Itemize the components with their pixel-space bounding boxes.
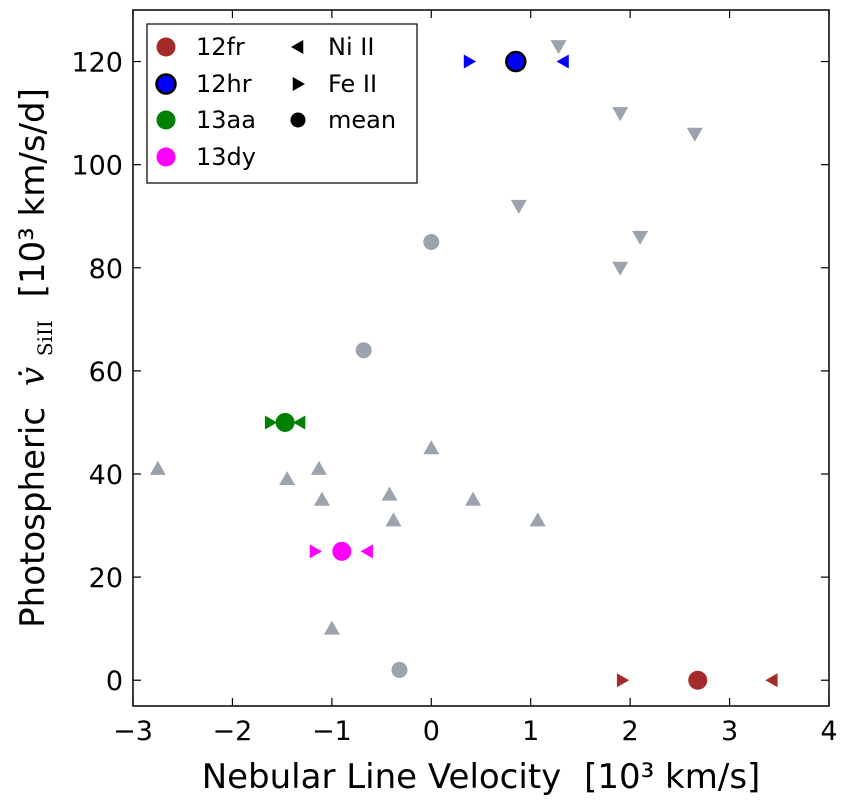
bg-triangle-up-point <box>385 512 402 527</box>
background-points <box>149 40 703 678</box>
legend-marker-13dy <box>156 147 176 167</box>
y-tick-label: 100 <box>71 151 123 182</box>
bg-triangle-down-point <box>510 199 527 214</box>
legend-label: 12hr <box>196 70 252 98</box>
legend-label: 13aa <box>196 106 256 134</box>
bg-circle-point <box>355 342 372 359</box>
y-tick-label: 60 <box>89 357 123 388</box>
y-tick-label: 0 <box>106 666 123 697</box>
series-13aa-fe-ii-point <box>264 415 278 430</box>
legend-label: 13dy <box>196 143 256 171</box>
y-tick-label: 80 <box>89 254 123 285</box>
y-axis-label-unit: [10³ km/s/d] <box>13 88 53 297</box>
bg-triangle-down-point <box>612 261 629 276</box>
y-axis-label-subscript: SiII <box>33 320 57 356</box>
series-12hr-ni-ii-point <box>556 54 569 69</box>
bg-triangle-up-point <box>381 486 398 501</box>
y-tick-label: 20 <box>89 563 123 594</box>
bg-triangle-up-point <box>529 512 546 527</box>
x-axis-label-text: Nebular Line Velocity <box>202 757 562 797</box>
series-13dy-mean-point <box>332 541 352 561</box>
x-axis-label: Nebular Line Velocity [10³ km/s] <box>202 757 761 797</box>
plot-frame <box>132 9 830 707</box>
series-13dy-ni-ii-point <box>360 544 373 559</box>
x-tick-label: 4 <box>820 716 837 747</box>
series-13aa-mean-point <box>275 412 295 432</box>
bg-triangle-up-point <box>323 620 340 635</box>
x-tick-label: −3 <box>113 716 153 747</box>
bg-triangle-up-point <box>313 491 330 506</box>
bg-triangle-down-point <box>612 107 629 122</box>
x-tick-label: 3 <box>721 716 738 747</box>
series-13aa-ni-ii-point <box>293 415 306 430</box>
y-tick-label: 120 <box>71 48 123 79</box>
y-tick-label: 40 <box>89 460 123 491</box>
legend-label: Fe II <box>328 70 377 98</box>
bg-triangle-down-point <box>632 230 649 245</box>
x-tick-label: 0 <box>423 716 440 747</box>
series-13dy-fe-ii-point <box>309 544 322 559</box>
legend: 12fr 12hr 13aa 13dy Ni II Fe II mean <box>146 23 418 184</box>
legend-marker-13aa <box>156 110 176 130</box>
bg-triangle-up-point <box>149 460 166 475</box>
y-axis-label: Photospheric v̇ SiII [10³ km/s/d] <box>13 88 61 628</box>
bg-circle-point <box>391 661 408 678</box>
legend-label: Ni II <box>328 33 374 61</box>
legend-marker-right <box>292 77 305 91</box>
bg-triangle-up-point <box>423 440 440 455</box>
legend-box <box>146 23 418 184</box>
legend-marker-mean <box>290 112 306 128</box>
series-12fr-mean-point <box>688 670 708 690</box>
bg-triangle-up-point <box>279 471 296 486</box>
x-tick-label: 2 <box>622 716 639 747</box>
x-tick-label: −2 <box>213 716 253 747</box>
x-axis-label-unit: [10³ km/s] <box>584 757 760 797</box>
legend-marker-12fr <box>156 37 176 57</box>
legend-marker-left <box>291 40 304 54</box>
bg-triangle-up-point <box>465 491 482 506</box>
series-12hr-fe-ii-point <box>463 54 477 69</box>
bg-triangle-up-point <box>310 460 327 475</box>
series-12hr-mean-point <box>505 50 527 73</box>
y-axis-label-text: Photospheric <box>13 407 53 628</box>
bg-triangle-down-point <box>550 40 567 55</box>
legend-label: mean <box>328 106 396 134</box>
x-tick-label: 1 <box>522 716 539 747</box>
y-axis-label-symbol: v̇ <box>13 367 53 386</box>
bg-triangle-down-point <box>686 127 703 142</box>
bg-circle-point <box>423 234 440 250</box>
series-12fr-fe-ii-point <box>616 673 630 688</box>
legend-label: 12fr <box>196 33 245 61</box>
series-points <box>264 50 778 690</box>
x-tick-label: −1 <box>312 716 352 747</box>
legend-marker-12hr <box>155 73 177 95</box>
series-12fr-ni-ii-point <box>765 673 778 688</box>
